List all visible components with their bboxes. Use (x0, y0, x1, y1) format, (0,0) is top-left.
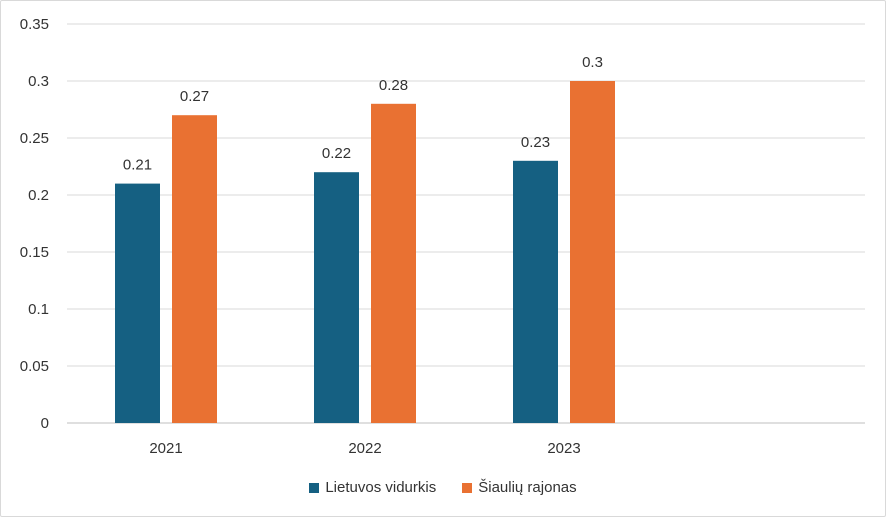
bar (570, 81, 615, 423)
legend-item-lietuvos-vidurkis: Lietuvos vidurkis (309, 479, 436, 496)
data-label: 0.3 (582, 54, 603, 71)
x-tick-label: 2022 (348, 440, 381, 457)
data-label: 0.23 (521, 134, 550, 151)
y-tick-label: 0.3 (28, 73, 49, 90)
data-label: 0.28 (379, 77, 408, 94)
data-label: 0.27 (180, 88, 209, 105)
y-tick-label: 0 (41, 415, 49, 432)
y-tick-label: 0.25 (20, 130, 49, 147)
x-tick-label: 2021 (149, 440, 182, 457)
legend-swatch-lietuvos-vidurkis (309, 482, 320, 493)
x-tick-label: 2023 (547, 440, 580, 457)
legend-label-siauliu-rajonas: Šiaulių rajonas (478, 479, 577, 496)
y-tick-label: 0.1 (28, 301, 49, 318)
bar (513, 160, 558, 424)
bar (115, 183, 160, 423)
bar (172, 115, 217, 423)
y-tick-label: 0.05 (20, 358, 49, 375)
bar-chart: 0 0.05 0.1 0.15 0.2 0.25 0.3 0.35 2021 0.21 0.27 20… (20, 16, 865, 457)
y-tick-label: 0.15 (20, 244, 49, 261)
data-label: 0.22 (322, 145, 351, 162)
legend-swatch-siauliu-rajonas (462, 482, 473, 493)
bar (371, 103, 416, 424)
data-label: 0.21 (123, 157, 152, 174)
legend: Lietuvos vidurkis Šiaulių rajonas (1, 479, 885, 496)
legend-label-lietuvos-vidurkis: Lietuvos vidurkis (325, 479, 437, 496)
y-tick-label: 0.35 (20, 16, 49, 33)
bar (314, 172, 359, 423)
y-tick-label: 0.2 (28, 187, 49, 204)
legend-item-siauliu-rajonas: Šiaulių rajonas (462, 479, 577, 496)
